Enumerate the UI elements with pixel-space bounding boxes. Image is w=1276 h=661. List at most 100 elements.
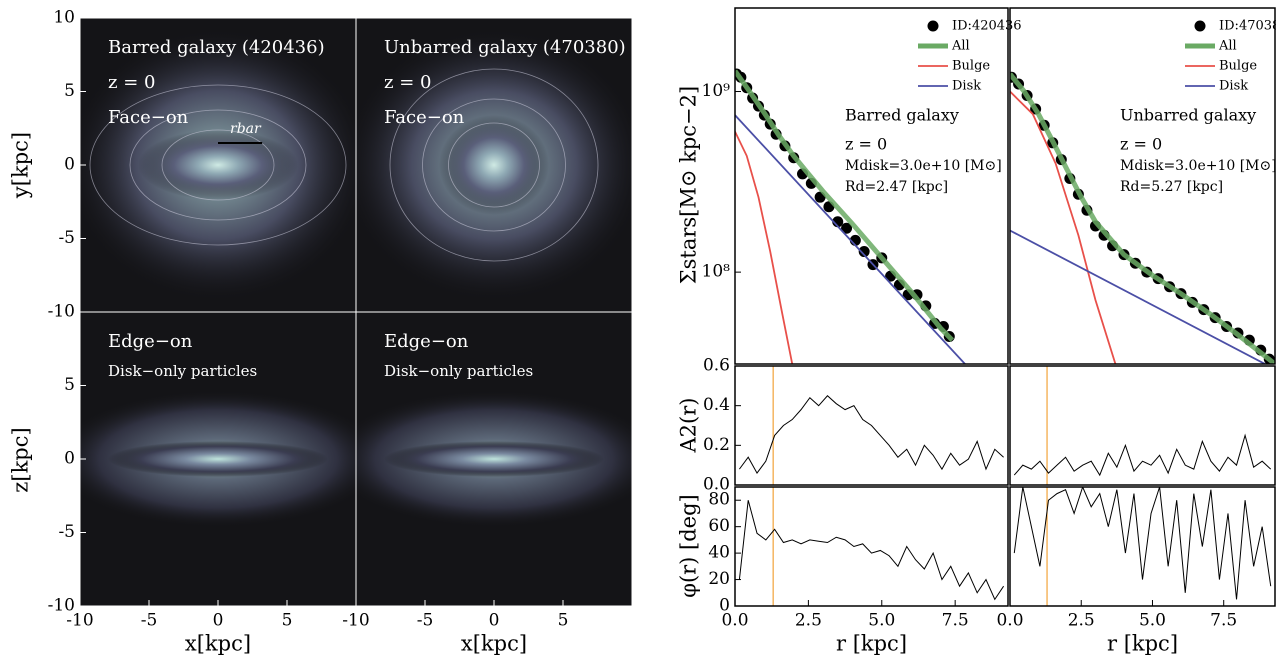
plot-area <box>356 312 632 606</box>
y-tick-label: 60 <box>708 516 730 536</box>
contour <box>422 98 566 232</box>
plot-area <box>1013 487 1272 606</box>
panel-label: Unbarred galaxy (470380) <box>384 37 626 58</box>
panel-label: Disk−only particles <box>108 362 257 380</box>
x-axis-label: r [kpc] <box>1107 632 1178 656</box>
x-axis-label: x[kpc] <box>461 632 527 656</box>
x-tick-label: 0 <box>213 611 224 631</box>
contour <box>448 122 540 208</box>
y-tick-label: -5 <box>58 228 75 248</box>
panel-label: Disk−only particles <box>384 362 533 380</box>
y-tick-label: -10 <box>48 596 75 616</box>
y-tick-label: 0.2 <box>703 435 730 455</box>
y-tick-label: 10 <box>53 8 75 28</box>
frame <box>1009 486 1276 607</box>
x-tick-label: -10 <box>66 611 93 631</box>
y-tick-label: 0 <box>64 449 75 469</box>
series-line <box>735 69 955 342</box>
data-point <box>841 222 853 234</box>
x-tick-label: 2.5 <box>795 611 822 631</box>
series-line <box>1010 90 1117 364</box>
plot-area <box>735 68 967 364</box>
x-tick-label: 5 <box>282 611 293 631</box>
y-tick-label: -5 <box>58 522 75 542</box>
legend-label: Disk <box>952 79 981 94</box>
y-tick-label: 80 <box>708 490 730 510</box>
x-tick-label: 0.0 <box>996 611 1023 631</box>
y-tick-label: 10⁸ <box>702 262 731 282</box>
annotation: Unbarred galaxy <box>1120 106 1256 125</box>
x-tick-label: -10 <box>342 611 369 631</box>
data-point <box>858 246 870 258</box>
legend-label: ID:470380 <box>1219 19 1276 34</box>
plot-area <box>738 487 1005 606</box>
plot-area <box>80 312 356 606</box>
plot-area <box>80 18 356 312</box>
y-tick-label: 5 <box>64 81 75 101</box>
y-axis-label: z[kpc] <box>9 427 33 492</box>
y-tick-label: 0 <box>64 155 75 175</box>
x-tick-label: 7.5 <box>942 611 969 631</box>
frame <box>734 365 1009 486</box>
annotation: Barred galaxy <box>845 106 959 125</box>
legend-label: Bulge <box>1219 59 1257 74</box>
panel-label: Face−on <box>384 107 465 128</box>
series-line <box>735 131 794 364</box>
annotation: z = 0 <box>845 135 887 154</box>
x-tick-label: -5 <box>141 611 158 631</box>
x-axis-label: r [kpc] <box>836 632 907 656</box>
x-axis-label: x[kpc] <box>185 632 251 656</box>
series-line <box>1010 72 1275 364</box>
x-tick-label: 5 <box>558 611 569 631</box>
series-line <box>1013 433 1272 477</box>
y-axis-label: y[kpc] <box>9 132 33 199</box>
panel-label: Barred galaxy (420436) <box>108 37 325 58</box>
legend-label: Bulge <box>952 59 990 74</box>
density-core <box>384 441 604 477</box>
panel-label: z = 0 <box>384 72 431 93</box>
frame <box>1009 7 1276 365</box>
series-line <box>738 500 1005 601</box>
x-tick-label: -5 <box>417 611 434 631</box>
y-axis-label: Σstars[M⊙ kpc−2] <box>677 86 701 284</box>
panel-label: Edge−on <box>108 331 193 352</box>
y-axis-label: A2(r) <box>677 398 701 454</box>
y-tick-label: 0.6 <box>703 356 730 376</box>
x-tick-label: 2.5 <box>1068 611 1095 631</box>
annotation: Mdisk=3.0e+10 [M⊙] <box>1120 158 1276 174</box>
contour <box>161 129 275 201</box>
y-axis-label: φ(r) [deg] <box>677 494 701 598</box>
y-tick-label: 40 <box>708 543 730 563</box>
contour <box>89 84 347 246</box>
legend-label: ID:420436 <box>952 19 1022 34</box>
density-core <box>108 441 328 477</box>
x-tick-label: 0 <box>489 611 500 631</box>
legend-marker <box>1194 20 1206 32</box>
panel-label: Face−on <box>108 107 189 128</box>
frame <box>734 486 1009 607</box>
annotation: Rd=5.27 [kpc] <box>1120 179 1223 195</box>
legend-label: Disk <box>1219 79 1248 94</box>
density-core <box>439 115 549 215</box>
y-tick-label: -10 <box>48 302 75 322</box>
frame <box>734 7 1009 365</box>
series-line <box>1013 487 1272 600</box>
legend-marker <box>927 20 939 32</box>
annotation: z = 0 <box>1120 135 1162 154</box>
plot-area <box>1010 71 1275 364</box>
y-tick-label: 5 <box>64 375 75 395</box>
series-line <box>739 395 1004 475</box>
series-line <box>735 114 967 364</box>
plot-area <box>1013 366 1272 485</box>
x-tick-label: 5.0 <box>868 611 895 631</box>
rbar-label: rbar <box>230 121 262 137</box>
contour <box>389 68 599 262</box>
x-tick-label: 7.5 <box>1210 611 1237 631</box>
series-line <box>1010 229 1267 364</box>
y-tick-label: 20 <box>708 569 730 589</box>
panel-label: Edge−on <box>384 331 469 352</box>
y-tick-label: 0.4 <box>703 395 730 415</box>
frame <box>1009 365 1276 486</box>
y-tick-label: 10⁹ <box>702 81 731 101</box>
